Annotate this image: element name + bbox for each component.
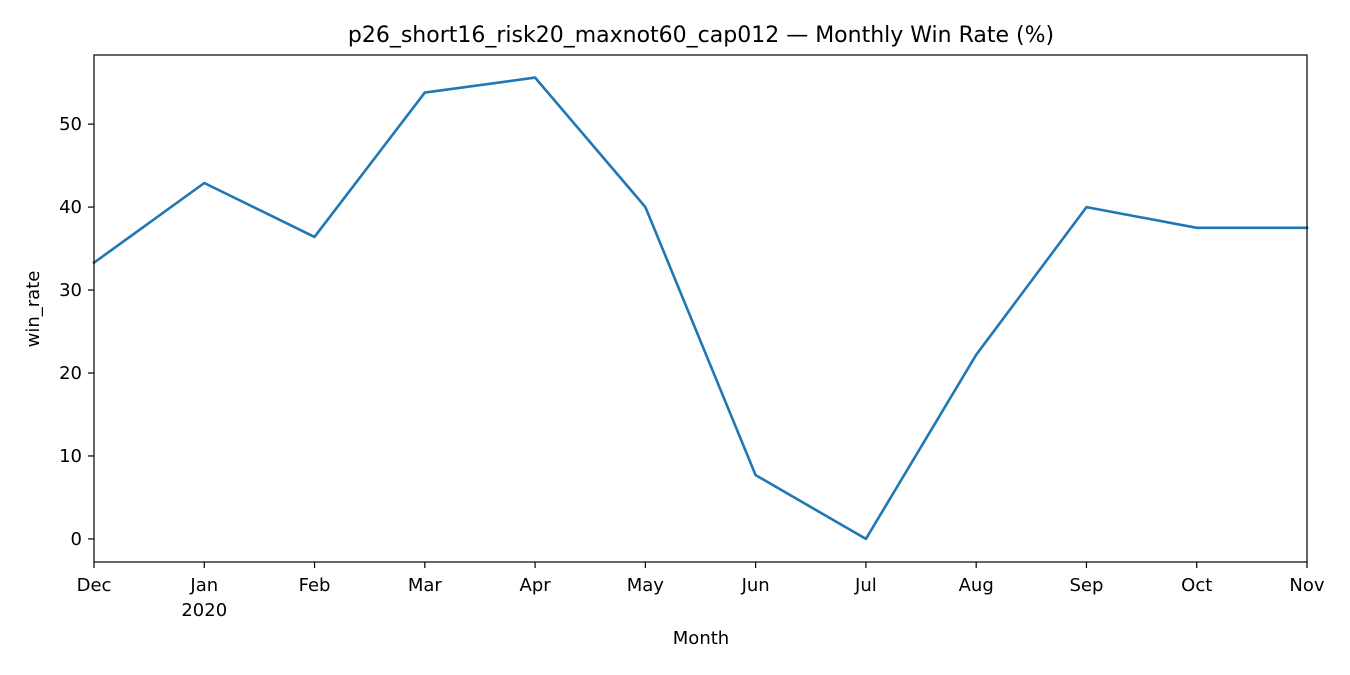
x-tick-label: Dec (77, 575, 112, 596)
y-tick-label: 30 (59, 280, 82, 301)
y-tick-label: 0 (71, 529, 82, 550)
x-tick-label: Nov (1289, 575, 1324, 596)
x-tick-label: Sep (1069, 575, 1103, 596)
plot-area (92, 76, 1309, 541)
y-axis: 0 10 20 30 40 50 (59, 114, 94, 550)
x-axis-label: Month (673, 628, 729, 649)
series-line-0 (92, 76, 1309, 541)
x-tick-label: Jun (741, 575, 770, 596)
y-tick-label: 10 (59, 446, 82, 467)
x-axis: Dec Jan Feb Mar Apr May Jun Jul Aug Sep Oct Nov 2020 (77, 562, 1325, 621)
chart-title: p26_short16_risk20_maxnot60_cap012 — Mon… (348, 23, 1054, 48)
x-tick-label: Jul (854, 575, 877, 596)
x-tick-label: Jan (189, 575, 218, 596)
y-tick-label: 20 (59, 363, 82, 384)
x-tick-label: Aug (959, 575, 994, 596)
y-tick-label: 40 (59, 197, 82, 218)
x-tick-label: Oct (1181, 575, 1212, 596)
y-axis-label: win_rate (23, 271, 44, 348)
x-tick-year-label: 2020 (181, 600, 227, 621)
x-tick-label: May (627, 575, 665, 596)
plot-frame (93, 54, 1308, 563)
y-tick-label: 50 (59, 114, 82, 135)
x-tick-label: Apr (520, 575, 552, 596)
x-tick-label: Mar (408, 575, 443, 596)
x-tick-label: Feb (299, 575, 331, 596)
